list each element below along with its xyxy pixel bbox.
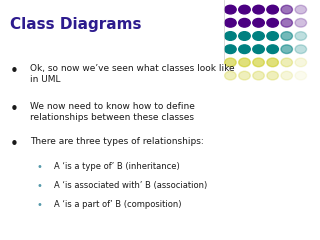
- Circle shape: [267, 71, 278, 80]
- Circle shape: [295, 45, 307, 54]
- Text: There are three types of relationships:: There are three types of relationships:: [30, 137, 204, 146]
- Text: A ‘is a type of’ B (inheritance): A ‘is a type of’ B (inheritance): [54, 162, 180, 171]
- Circle shape: [267, 32, 278, 40]
- Circle shape: [295, 58, 307, 67]
- Circle shape: [295, 18, 307, 27]
- Circle shape: [295, 71, 307, 80]
- Text: Ok, so now we’ve seen what classes look like
in UML: Ok, so now we’ve seen what classes look …: [30, 64, 235, 84]
- Circle shape: [239, 18, 250, 27]
- Circle shape: [281, 71, 292, 80]
- Circle shape: [281, 18, 292, 27]
- Circle shape: [295, 32, 307, 40]
- Text: •: •: [37, 181, 43, 191]
- Circle shape: [295, 5, 307, 14]
- Circle shape: [239, 45, 250, 54]
- Text: •: •: [37, 200, 43, 210]
- Text: •: •: [37, 162, 43, 172]
- Circle shape: [267, 5, 278, 14]
- Text: A ‘is a part of’ B (composition): A ‘is a part of’ B (composition): [54, 200, 182, 209]
- Circle shape: [267, 58, 278, 67]
- Text: •: •: [10, 64, 19, 79]
- Circle shape: [253, 58, 264, 67]
- Circle shape: [225, 5, 236, 14]
- Circle shape: [225, 71, 236, 80]
- Circle shape: [253, 18, 264, 27]
- Circle shape: [253, 5, 264, 14]
- Circle shape: [225, 18, 236, 27]
- Circle shape: [253, 71, 264, 80]
- Circle shape: [239, 5, 250, 14]
- Circle shape: [239, 32, 250, 40]
- Circle shape: [239, 58, 250, 67]
- Text: •: •: [10, 137, 19, 152]
- Circle shape: [281, 5, 292, 14]
- Circle shape: [253, 32, 264, 40]
- Circle shape: [281, 58, 292, 67]
- Circle shape: [225, 45, 236, 54]
- Text: A ‘is associated with’ B (association): A ‘is associated with’ B (association): [54, 181, 208, 190]
- Circle shape: [267, 45, 278, 54]
- Circle shape: [225, 32, 236, 40]
- Circle shape: [281, 32, 292, 40]
- Circle shape: [267, 18, 278, 27]
- Text: We now need to know how to define
relationships between these classes: We now need to know how to define relati…: [30, 102, 195, 122]
- Circle shape: [225, 58, 236, 67]
- Text: •: •: [10, 102, 19, 117]
- Circle shape: [239, 71, 250, 80]
- Circle shape: [281, 45, 292, 54]
- Circle shape: [253, 45, 264, 54]
- Text: Class Diagrams: Class Diagrams: [10, 17, 141, 32]
